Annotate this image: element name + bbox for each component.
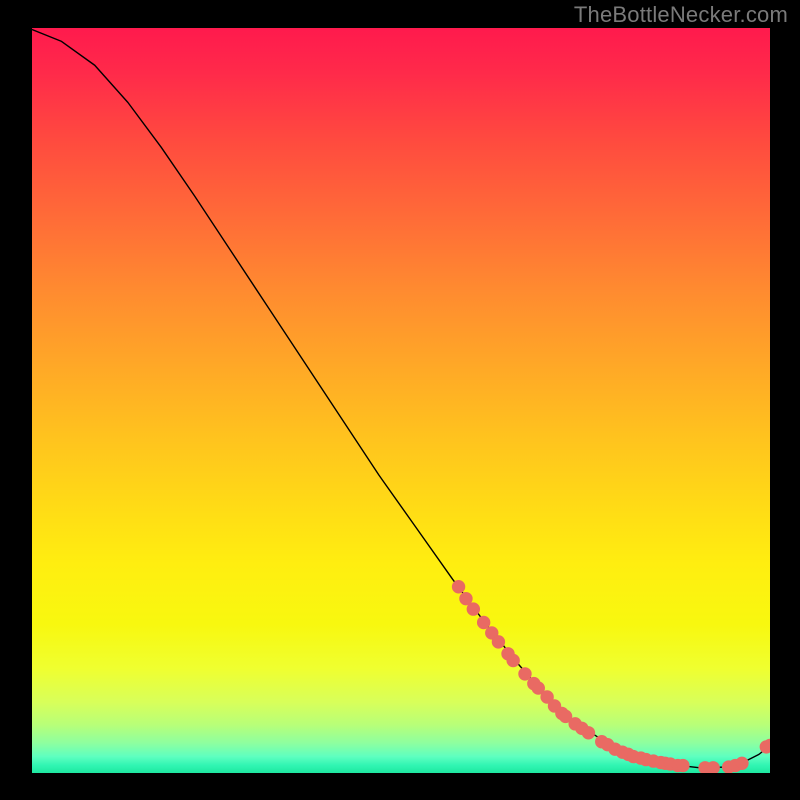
gradient-rect [32,28,770,773]
marker-dot [492,636,504,648]
marker-dot [707,762,719,773]
marker-dot [519,668,531,680]
marker-dot [467,603,479,615]
marker-dot [452,581,464,593]
marker-dot [460,592,472,604]
marker-dot [507,654,519,666]
chart-frame: TheBottleNecker.com [0,0,800,800]
marker-dot [677,759,689,771]
marker-dot [736,757,748,769]
marker-dot [582,727,594,739]
marker-dot [477,616,489,628]
watermark-text: TheBottleNecker.com [574,2,788,28]
gradient-plot [32,28,770,773]
plot-svg [32,28,770,773]
